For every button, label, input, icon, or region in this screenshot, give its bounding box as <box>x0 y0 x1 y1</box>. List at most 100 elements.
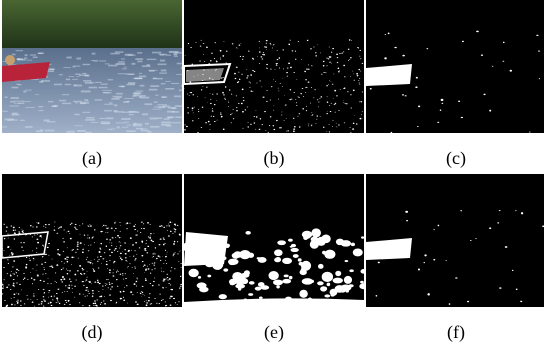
texture-speck <box>168 225 171 227</box>
texture-speck <box>65 78 71 81</box>
texture-speck <box>276 50 278 52</box>
texture-speck <box>38 106 44 108</box>
texture-speck <box>340 240 352 247</box>
texture-speck <box>350 76 352 77</box>
texture-speck <box>215 60 218 63</box>
texture-speck <box>33 293 35 295</box>
texture-speck <box>48 254 50 256</box>
texture-speck <box>10 298 12 299</box>
texture-speck <box>127 266 129 268</box>
texture-speck <box>54 221 56 223</box>
texture-speck <box>16 58 21 60</box>
texture-speck <box>67 256 70 258</box>
texture-speck <box>150 239 153 242</box>
texture-speck <box>115 97 122 98</box>
texture-speck <box>264 46 266 48</box>
texture-speck <box>62 250 65 252</box>
texture-speck <box>353 79 355 81</box>
texture-speck <box>66 260 69 263</box>
texture-speck <box>160 83 166 85</box>
texture-speck <box>7 259 9 261</box>
texture-speck <box>101 230 104 232</box>
texture-speck <box>18 102 25 104</box>
texture-speck <box>11 113 20 116</box>
texture-speck <box>173 243 175 245</box>
texture-speck <box>174 52 182 54</box>
texture-speck <box>56 282 58 283</box>
texture-speck <box>114 51 124 53</box>
texture-speck <box>145 122 149 125</box>
texture-speck <box>293 126 296 128</box>
texture-speck <box>262 52 265 54</box>
texture-speck <box>310 102 312 104</box>
texture-speck <box>176 74 182 75</box>
texture-speck <box>286 75 288 77</box>
texture-speck <box>234 77 237 80</box>
texture-speck <box>88 281 91 284</box>
texture-speck <box>68 284 71 286</box>
texture-speck <box>348 39 351 41</box>
texture-speck <box>170 295 172 298</box>
texture-speck <box>27 298 29 300</box>
texture-speck <box>73 256 75 258</box>
texture-speck <box>384 57 387 60</box>
texture-speck <box>126 100 130 102</box>
river-canoe-photo <box>2 0 182 133</box>
texture-speck <box>90 260 92 261</box>
texture-speck <box>282 257 293 265</box>
texture-speck <box>128 114 134 116</box>
texture-speck <box>102 92 109 94</box>
texture-speck <box>9 275 12 277</box>
texture-speck <box>165 260 167 261</box>
texture-speck <box>248 81 250 83</box>
texture-speck <box>116 278 118 281</box>
texture-speck <box>100 121 111 124</box>
texture-speck <box>238 103 240 104</box>
texture-speck <box>275 64 278 66</box>
texture-speck <box>3 278 5 280</box>
texture-speck <box>404 95 407 97</box>
texture-speck <box>10 100 15 103</box>
texture-speck <box>57 227 60 229</box>
texture-speck <box>536 34 539 36</box>
texture-speck <box>15 272 18 274</box>
texture-speck <box>88 225 90 227</box>
texture-speck <box>87 237 88 239</box>
texture-speck <box>291 98 293 100</box>
texture-speck <box>165 255 167 258</box>
texture-speck <box>9 254 11 256</box>
texture-speck <box>105 284 107 286</box>
texture-speck <box>42 305 45 307</box>
texture-speck <box>480 54 484 56</box>
texture-speck <box>117 251 119 253</box>
texture-speck <box>32 56 38 59</box>
texture-speck <box>47 302 50 304</box>
texture-speck <box>141 255 144 257</box>
texture-speck <box>47 68 55 71</box>
texture-speck <box>21 246 23 248</box>
texture-speck <box>259 47 260 49</box>
texture-speck <box>502 60 505 62</box>
texture-speck <box>387 32 390 35</box>
texture-speck <box>241 73 243 75</box>
texture-speck <box>83 269 85 270</box>
texture-speck <box>90 121 99 123</box>
texture-speck <box>152 77 163 80</box>
texture-speck <box>359 118 361 120</box>
texture-speck <box>302 233 311 239</box>
texture-speck <box>239 55 242 58</box>
texture-speck <box>117 234 119 237</box>
texture-speck <box>60 278 63 281</box>
texture-speck <box>352 89 355 92</box>
texture-speck <box>220 77 223 79</box>
texture-speck <box>132 125 142 127</box>
texture-speck <box>111 282 113 284</box>
texture-speck <box>150 303 153 305</box>
texture-speck <box>236 107 238 109</box>
texture-speck <box>359 283 364 290</box>
texture-speck <box>356 75 359 77</box>
texture-speck <box>141 113 149 116</box>
texture-speck <box>247 75 249 77</box>
texture-speck <box>106 283 108 285</box>
texture-speck <box>246 106 249 108</box>
